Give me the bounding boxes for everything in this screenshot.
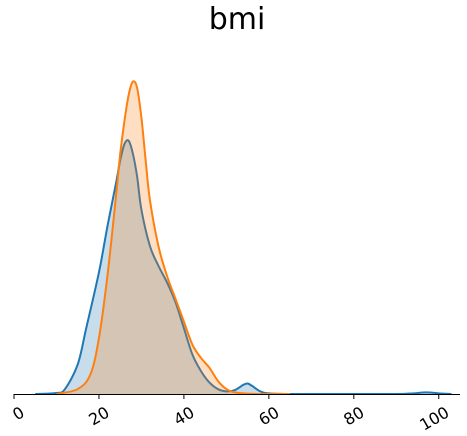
x-tick-label: 60 bbox=[255, 403, 282, 430]
x-axis-ticks: 0 20 40 60 80 100 bbox=[9, 394, 452, 434]
x-tick-label: 0 bbox=[9, 403, 27, 425]
series-2-area bbox=[56, 81, 291, 394]
x-tick-label: 100 bbox=[416, 403, 452, 435]
x-tick-label: 20 bbox=[85, 403, 112, 430]
density-areas bbox=[35, 80, 452, 395]
x-tick-label: 80 bbox=[340, 403, 367, 430]
x-tick-label: 40 bbox=[170, 403, 197, 430]
series-1-area bbox=[35, 140, 452, 394]
series-2-line bbox=[56, 80, 291, 395]
chart-title: bmi bbox=[209, 2, 266, 37]
